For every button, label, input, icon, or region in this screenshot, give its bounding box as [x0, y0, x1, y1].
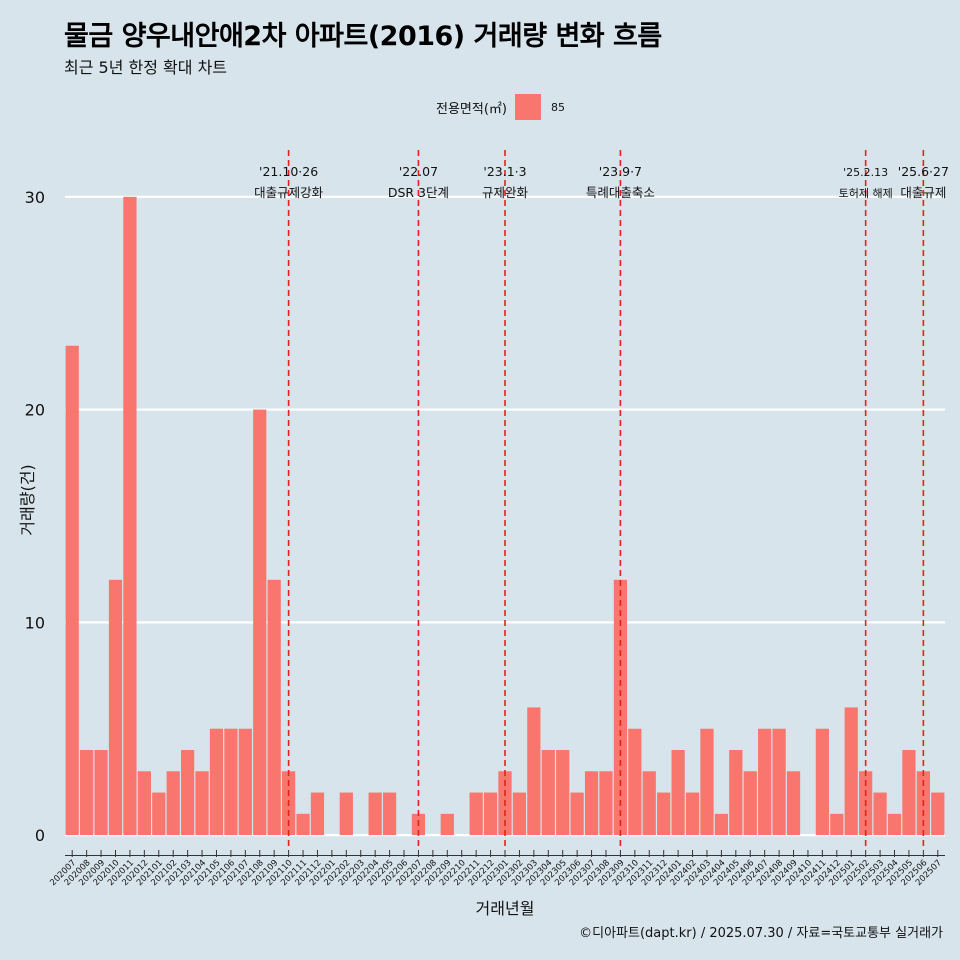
bar	[887, 813, 902, 836]
bar	[440, 813, 454, 836]
legend: 전용면적(㎡) 85	[436, 94, 565, 120]
bar	[310, 792, 325, 836]
chart-title: 물금 양우내안애2차 아파트(2016) 거래량 변화 흐름	[64, 21, 662, 52]
bar	[267, 579, 281, 836]
bar	[195, 771, 209, 836]
event-date-label: '25.2.13	[843, 166, 888, 179]
bar	[209, 728, 224, 836]
bar	[772, 728, 786, 836]
bar	[599, 771, 613, 836]
bar	[700, 728, 714, 836]
bar	[729, 750, 743, 836]
bar	[527, 707, 541, 836]
bar	[613, 579, 628, 836]
bar	[628, 728, 642, 836]
bar	[902, 750, 916, 836]
event-date-label: '22.07	[399, 164, 438, 179]
bar	[570, 792, 584, 836]
bar	[815, 728, 829, 836]
bar	[368, 792, 382, 836]
y-axis-title: 거래량(건)	[18, 464, 37, 535]
event-text-label: 대출규제강화	[254, 185, 324, 200]
bar	[123, 196, 137, 836]
bar	[512, 792, 527, 836]
bar	[671, 750, 685, 836]
bar	[931, 792, 945, 836]
y-tick-label: 10	[25, 613, 45, 632]
legend-label: 85	[550, 100, 565, 114]
bar	[556, 750, 570, 836]
bar	[584, 771, 599, 836]
bar	[657, 792, 671, 836]
event-date-label: '23.9·7	[599, 164, 642, 179]
bar	[238, 728, 252, 836]
bar	[181, 750, 195, 836]
bar	[108, 579, 123, 836]
chart-subtitle: 최근 5년 한정 확대 차트	[64, 58, 228, 77]
event-text-label: 규제완화	[482, 185, 529, 200]
bar	[685, 792, 700, 836]
bar	[94, 750, 108, 836]
bar	[873, 792, 887, 836]
source-caption: ©디아파트(dapt.kr) / 2025.07.30 / 자료=국토교통부 실…	[579, 926, 943, 941]
bar	[382, 792, 397, 836]
bar	[166, 771, 180, 836]
bar	[339, 792, 353, 836]
event-text-label: DSR 3단계	[388, 185, 449, 200]
x-axis-title: 거래년월	[476, 899, 535, 918]
bar	[483, 792, 498, 836]
bar	[743, 771, 757, 836]
bar	[152, 792, 166, 836]
event-text-label: 토허제 해제	[839, 186, 893, 200]
bar	[80, 750, 94, 836]
y-tick-label: 0	[35, 826, 45, 845]
bar	[224, 728, 238, 836]
bar	[541, 750, 555, 836]
event-text-label: 특례대출축소	[586, 185, 655, 200]
bar	[844, 707, 858, 836]
bar	[714, 813, 729, 836]
bar	[642, 771, 656, 836]
y-tick-label: 20	[25, 401, 45, 420]
event-text-label: 대출규제	[900, 185, 946, 200]
legend-swatch	[514, 94, 541, 120]
bar	[469, 792, 483, 836]
bar	[296, 813, 310, 836]
bar	[830, 813, 844, 836]
bar	[786, 771, 801, 836]
bar	[253, 409, 267, 836]
event-date-label: '25.6·27	[898, 164, 949, 179]
bar	[758, 728, 772, 836]
y-tick-label: 30	[25, 188, 45, 207]
event-date-label: '21.10·26	[259, 164, 318, 179]
event-date-label: '23.1·3	[483, 164, 526, 179]
bar	[65, 345, 79, 836]
bar	[137, 771, 151, 836]
legend-title: 전용면적(㎡)	[436, 101, 507, 117]
